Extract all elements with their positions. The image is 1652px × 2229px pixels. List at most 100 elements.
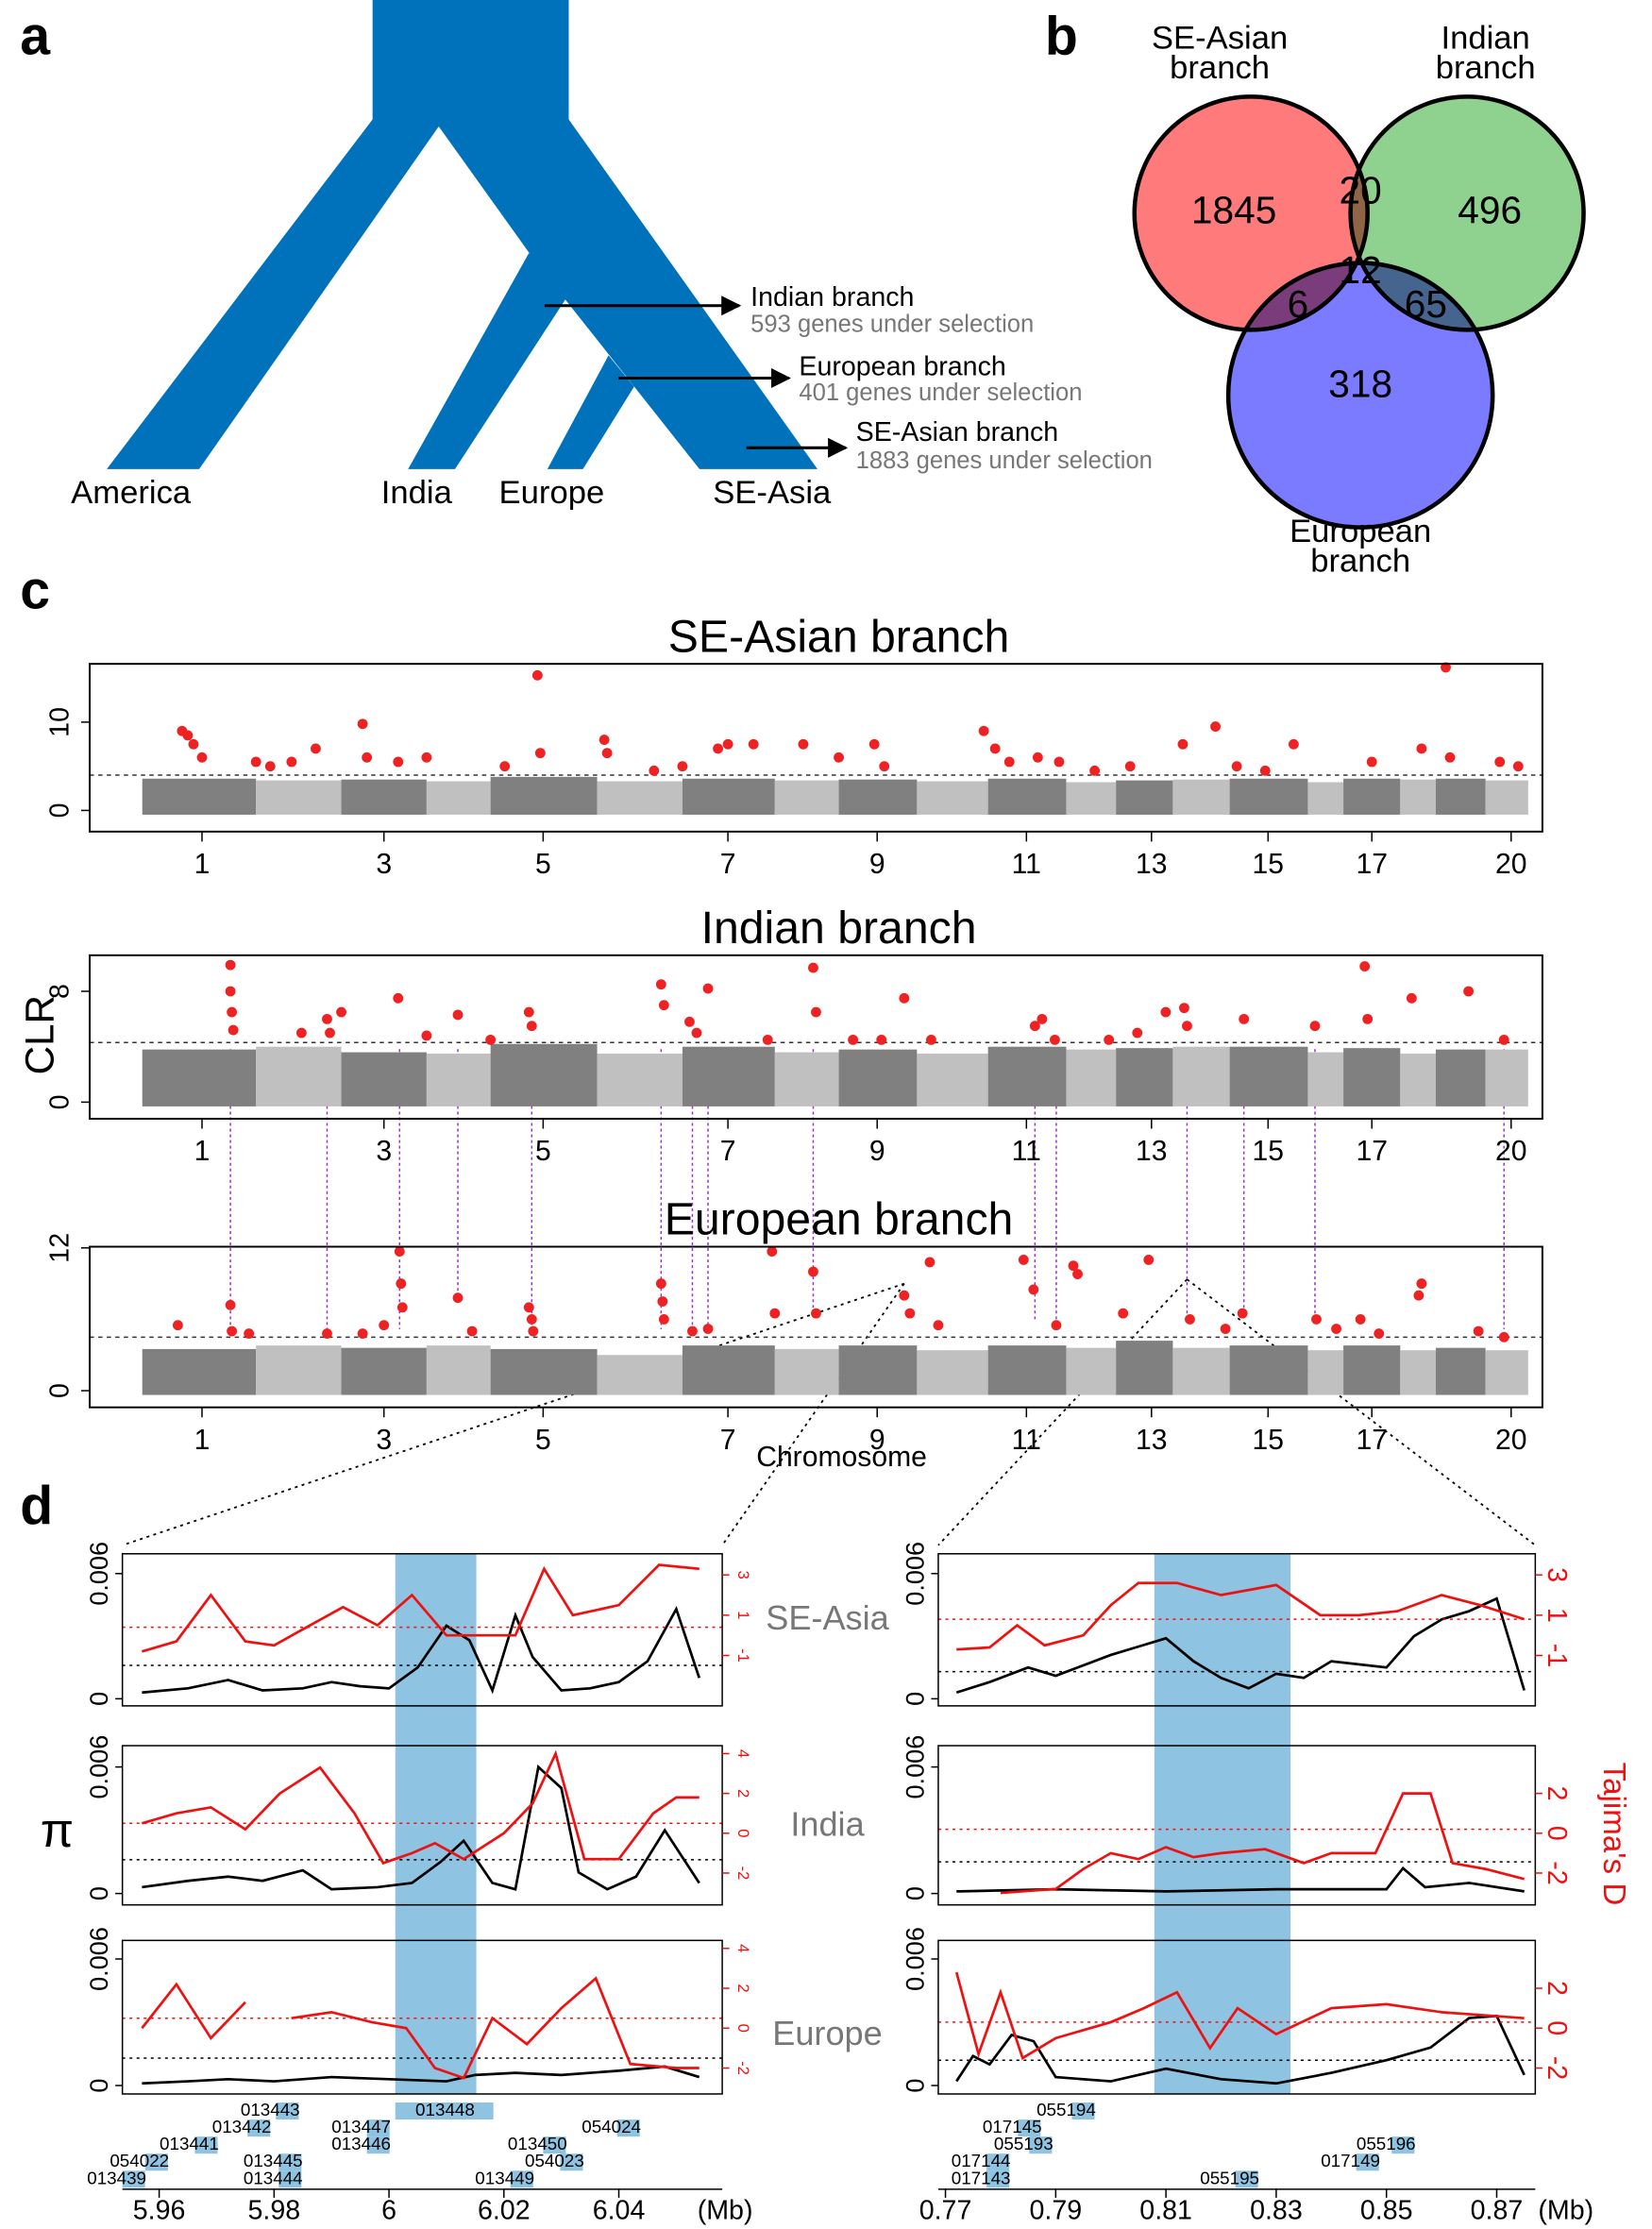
background-band [774, 1052, 839, 1106]
y2-tick-label: 0 [1542, 2020, 1572, 2035]
point [295, 1027, 307, 1039]
background-band [1400, 1350, 1436, 1395]
y-tick-label: 0 [44, 1383, 75, 1398]
point [978, 725, 989, 736]
y2-tick-label: 2 [1542, 1786, 1572, 1801]
plot-frame [937, 1939, 1537, 2095]
tajima-line [141, 1563, 700, 1653]
gene-box [986, 2153, 1010, 2171]
point [396, 1278, 407, 1290]
point [452, 1009, 464, 1021]
point [1018, 1254, 1029, 1265]
x-tick-label: 1 [194, 1425, 211, 1456]
point [811, 1006, 821, 1018]
point [1132, 1027, 1143, 1039]
pi-line [142, 1605, 701, 1695]
x-unit: (Mb) [1538, 2195, 1593, 2225]
india-limb [408, 253, 572, 469]
background-band [1066, 782, 1117, 815]
zoom-line [721, 1283, 905, 1546]
x-tick-label: 1 [194, 849, 211, 880]
point [466, 1326, 478, 1337]
point [1231, 761, 1242, 772]
y2-tick-label: -2 [734, 2061, 752, 2075]
europe-limb [547, 355, 634, 469]
point [1160, 1006, 1172, 1018]
point [1406, 992, 1417, 1004]
x-tick-label: 0.87 [1471, 2195, 1524, 2225]
background-band [987, 1345, 1067, 1395]
background-band [682, 778, 775, 815]
gene-label: 055195 [1200, 2168, 1259, 2187]
y-tick-label: 0 [901, 1692, 930, 1706]
point [523, 1006, 534, 1018]
pi-line [142, 1764, 700, 1891]
background-band [838, 1345, 918, 1395]
y-tick-label: 0.006 [901, 1735, 930, 1799]
y2-tick-label: 2 [734, 1789, 752, 1798]
x-tick-label: 17 [1356, 849, 1388, 880]
gene-box [1018, 2119, 1041, 2137]
point [1309, 1021, 1321, 1032]
asia-limb [433, 119, 818, 469]
point [1210, 721, 1221, 732]
y-axis-label: CLR [17, 995, 61, 1074]
background-band [1229, 1046, 1308, 1106]
point [1182, 1021, 1192, 1032]
point [798, 738, 809, 750]
point [1463, 986, 1475, 997]
point [227, 1326, 238, 1337]
gene-label: 017143 [952, 2168, 1011, 2187]
x-tick-label: 11 [1012, 1136, 1041, 1167]
background-band [682, 1345, 775, 1395]
gene-label: 013449 [475, 2168, 534, 2187]
zoom-line [937, 1278, 1188, 1546]
background-band [1307, 1350, 1344, 1395]
gene-box [247, 2119, 271, 2137]
background-band [426, 781, 491, 815]
population-label: SE-Asia [713, 475, 832, 511]
x-tick-label: 7 [720, 1425, 736, 1456]
point [1441, 662, 1451, 673]
point [1416, 1278, 1427, 1290]
background-band [1116, 780, 1173, 815]
background-band [682, 1046, 775, 1106]
gene-label: 013450 [508, 2134, 567, 2153]
plot-frame [937, 1745, 1537, 1906]
y-tick-label: 0.006 [84, 1927, 113, 1991]
background-band [1172, 1046, 1230, 1106]
y-tick-label: 0 [901, 1886, 930, 1900]
plot-frame [121, 1553, 723, 1707]
background-band [341, 779, 427, 815]
point [1068, 1260, 1079, 1272]
branch-note: 593 genes under selection [750, 312, 1034, 338]
point [393, 756, 404, 768]
y2-tick-label: -2 [734, 1866, 752, 1881]
point [713, 743, 723, 754]
venn-set-label: SE-Asian [1152, 20, 1288, 56]
venn-count: 20 [1340, 169, 1382, 212]
plot-frame [121, 1939, 723, 2095]
background-band [597, 1054, 683, 1106]
row-label: India [790, 1804, 865, 1843]
x-axis-label: Chromosome [756, 1442, 927, 1473]
point [228, 1024, 239, 1036]
venn-set-label: European [1290, 514, 1431, 549]
background-band [917, 1054, 988, 1106]
point [357, 1328, 368, 1339]
y-tick-label: 0 [44, 802, 75, 818]
point [658, 1313, 669, 1325]
background-band [1066, 1049, 1117, 1106]
background-band [1307, 1052, 1344, 1106]
point [1498, 1331, 1509, 1342]
x-tick-label: 0.81 [1139, 2195, 1192, 2225]
background-band [490, 1348, 598, 1395]
y2-tick-label: 2 [734, 1984, 752, 1992]
gene-label: 013443 [241, 2100, 300, 2119]
background-band [1343, 1048, 1401, 1106]
point [677, 761, 688, 772]
point [989, 743, 1001, 754]
point [227, 1006, 238, 1018]
y-tick-label: 0 [84, 2078, 113, 2092]
x-tick-label: 0.79 [1030, 2195, 1083, 2225]
